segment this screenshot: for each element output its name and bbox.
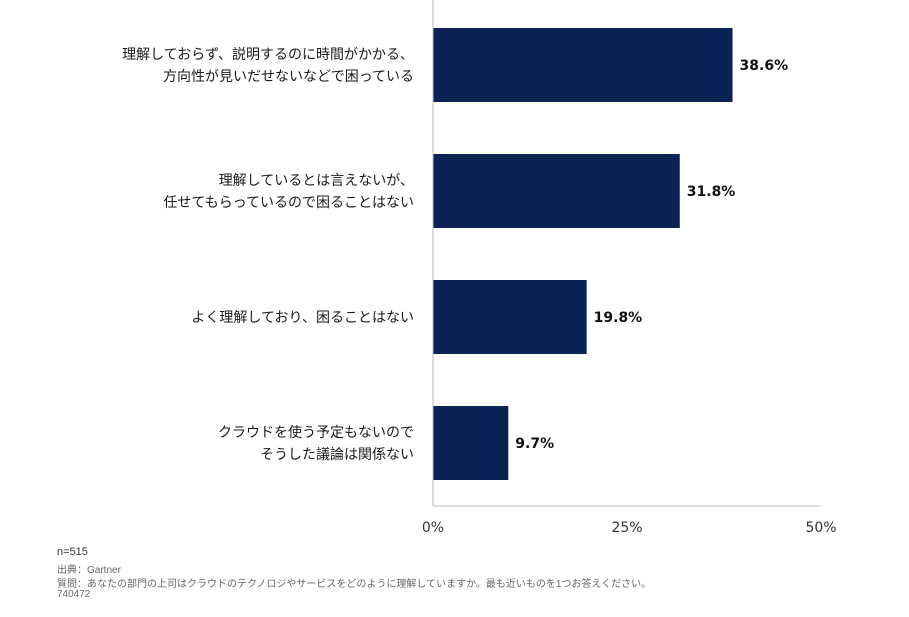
bar-4 <box>433 406 509 480</box>
source-note: 出典：Gartner <box>57 565 121 576</box>
category-label-4: クラウドを使う予定もないのでそうした議論は関係ない <box>218 424 414 463</box>
value-label-2: 31.8% <box>687 184 736 200</box>
figure-id: 740472 <box>57 589 91 600</box>
category-label-3: よく理解しており、困ることはない <box>191 310 414 326</box>
axis-layer: 0% 25% 50% <box>422 0 837 536</box>
sample-size-note: n=515 <box>57 546 88 558</box>
x-tick-label-3: 50% <box>805 520 836 536</box>
value-label-4: 9.7% <box>515 436 554 452</box>
value-labels-layer: 38.6% 31.8% 19.8% 9.7% <box>515 58 788 452</box>
x-tick-label-2: 25% <box>611 520 642 536</box>
category-label-1: 理解しておらず、説明するのに時間がかかる、方向性が見いだせないなどで困っている <box>122 47 414 85</box>
bars-layer <box>433 28 733 480</box>
value-label-1: 38.6% <box>740 58 789 74</box>
x-tick-label-1: 0% <box>422 520 444 536</box>
bar-3 <box>433 280 587 354</box>
category-labels-layer: 理解しておらず、説明するのに時間がかかる、方向性が見いだせないなどで困っている理… <box>122 47 414 463</box>
bar-1 <box>433 28 733 102</box>
category-label-2: 理解しているとは言えないが、任せてもらっているので困ることはない <box>163 173 414 211</box>
question-note: 質問：あなたの部門の上司はクラウドのテクノロジやサービスをどのように理解していま… <box>57 579 652 590</box>
value-label-3: 19.8% <box>594 310 643 326</box>
bar-2 <box>433 154 680 228</box>
